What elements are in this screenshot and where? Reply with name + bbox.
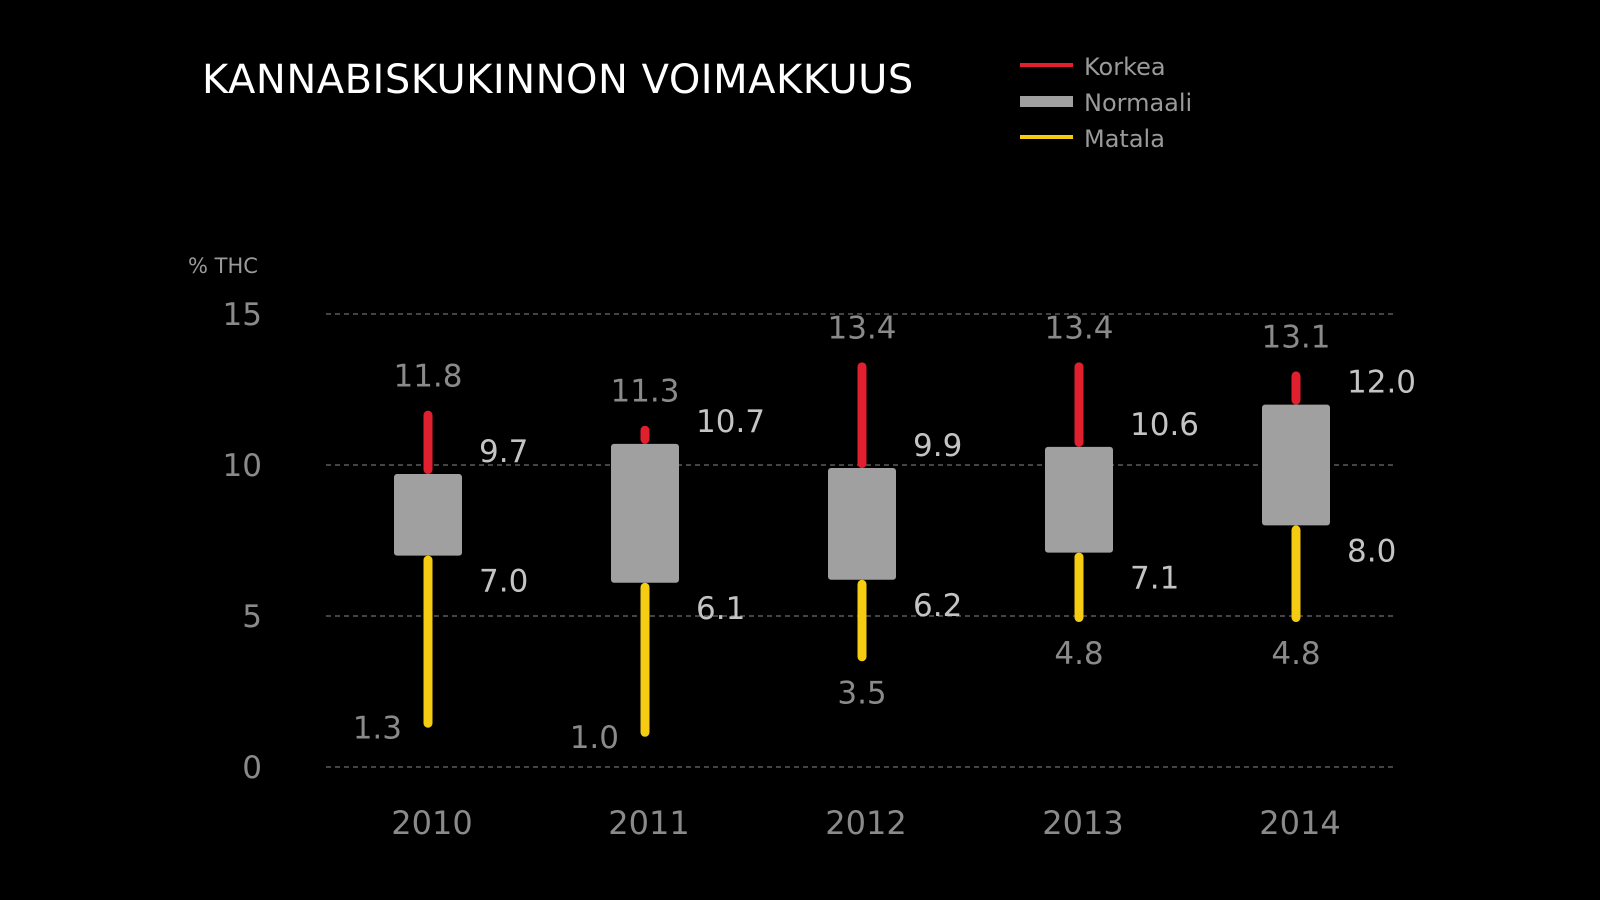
high-whisker <box>1291 371 1301 405</box>
y-axis-ticks: 0 5 10 15 <box>223 297 262 786</box>
max-value-label: 11.8 <box>393 359 462 395</box>
normal-range-box <box>394 474 462 556</box>
q3-value-label: 9.7 <box>479 434 528 470</box>
y-tick-label: 0 <box>242 750 262 786</box>
q1-value-label: 7.0 <box>479 564 528 600</box>
q1-value-label: 6.1 <box>696 591 745 627</box>
x-tick-label: 2014 <box>1259 804 1340 842</box>
max-value-label: 13.4 <box>827 310 896 346</box>
low-whisker <box>857 579 867 662</box>
low-whisker <box>1291 525 1301 623</box>
max-value-label: 13.4 <box>1044 310 1113 346</box>
q3-value-label: 9.9 <box>913 428 962 464</box>
low-whisker <box>423 555 433 728</box>
max-value-label: 13.1 <box>1261 319 1330 355</box>
high-whisker <box>1074 362 1084 447</box>
chart-title: KANNABISKUKINNON VOIMAKKUUS <box>202 57 914 103</box>
normal-range-box <box>828 468 896 580</box>
legend-label-normaali: Normaali <box>1084 89 1192 117</box>
min-value-label: 4.8 <box>1054 636 1103 672</box>
min-value-label: 1.0 <box>570 720 619 756</box>
low-whisker <box>1074 552 1084 623</box>
min-value-label: 3.5 <box>837 675 886 711</box>
min-value-label: 4.8 <box>1271 636 1320 672</box>
legend-label-korkea: Korkea <box>1084 53 1166 81</box>
plot-marks <box>394 362 1330 737</box>
q3-value-label: 10.6 <box>1130 407 1199 443</box>
x-tick-label: 2011 <box>608 804 689 842</box>
q3-value-label: 10.7 <box>696 404 765 440</box>
value-labels: 11.8 9.7 7.0 1.3 11.3 10.7 6.1 1.0 13.4 9.9 6.2 3.5… <box>353 310 1416 755</box>
q1-value-label: 6.2 <box>913 588 962 624</box>
y-tick-label: 15 <box>223 297 262 333</box>
y-axis-unit-label: % THC <box>188 254 258 278</box>
min-value-label: 1.3 <box>353 711 402 747</box>
x-tick-label: 2013 <box>1042 804 1123 842</box>
x-tick-label: 2012 <box>825 804 906 842</box>
high-whisker <box>857 362 867 469</box>
high-whisker <box>640 425 650 444</box>
x-tick-label: 2010 <box>391 804 472 842</box>
normal-range-box <box>1045 446 1113 553</box>
max-value-label: 11.3 <box>610 374 679 410</box>
y-tick-label: 10 <box>223 448 262 484</box>
q1-value-label: 8.0 <box>1347 533 1396 569</box>
legend-label-matala: Matala <box>1084 125 1165 153</box>
legend: Korkea Normaali Matala <box>1020 53 1192 153</box>
x-axis-ticks: 2010 2011 2012 2013 2014 <box>391 804 1340 842</box>
normal-range-box <box>611 443 679 583</box>
q3-value-label: 12.0 <box>1347 365 1416 401</box>
q1-value-label: 7.1 <box>1130 561 1179 597</box>
legend-swatch-normaali <box>1020 96 1073 107</box>
low-whisker <box>640 582 650 737</box>
normal-range-box <box>1262 404 1330 526</box>
y-tick-label: 5 <box>242 599 262 635</box>
high-whisker <box>423 410 433 475</box>
